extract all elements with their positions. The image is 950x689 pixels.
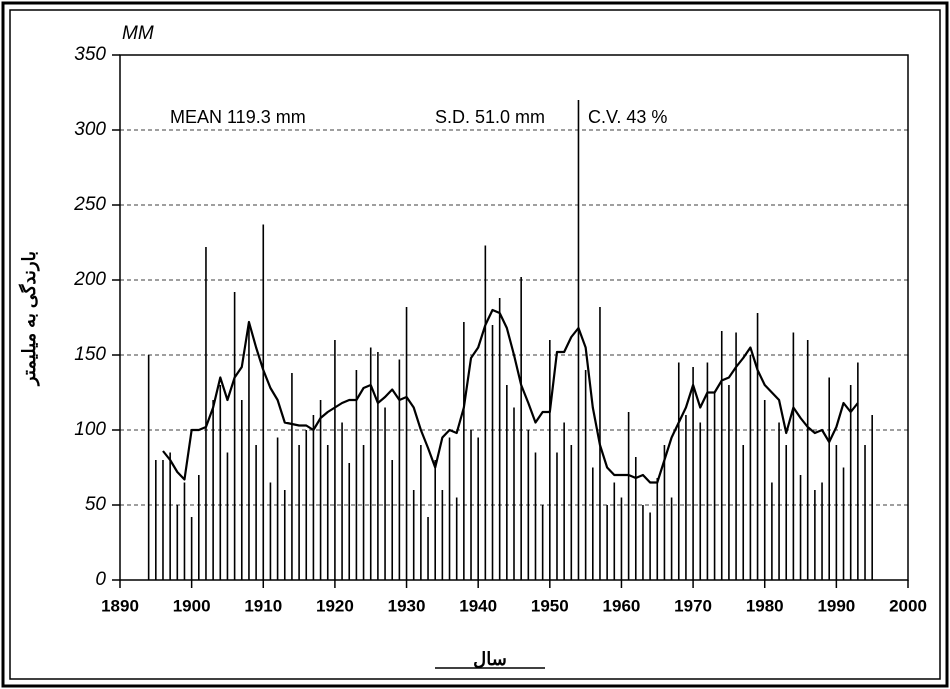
x-tick-label: 1970: [674, 596, 712, 615]
y-tick-label: 150: [74, 344, 106, 365]
x-tick-label: 1910: [244, 596, 282, 615]
y-axis-label: بارندگی به میلیمتر: [18, 251, 40, 387]
x-tick-label: 1890: [101, 596, 139, 615]
y-tick-label: 200: [73, 269, 106, 290]
annotation: MEAN 119.3 mm: [170, 107, 306, 127]
x-tick-label: 1900: [173, 596, 211, 615]
moving-average-line: [162, 308, 859, 484]
annotation: S.D. 51.0 mm: [435, 107, 545, 127]
x-tick-label: 2000: [889, 596, 927, 615]
y-tick-label: 0: [95, 569, 106, 590]
y-tick-label: 350: [74, 44, 106, 65]
x-axis-label: سال: [473, 649, 507, 669]
x-tick-label: 1920: [316, 596, 354, 615]
x-tick-label: 1930: [388, 596, 426, 615]
frame-inner: [9, 9, 941, 680]
x-tick-label: 1960: [603, 596, 641, 615]
y-tick-label: 50: [85, 494, 107, 515]
y-tick-label: 250: [73, 194, 106, 215]
x-tick-label: 1980: [746, 596, 784, 615]
x-tick-label: 1940: [459, 596, 497, 615]
annotation: C.V. 43 %: [588, 107, 667, 127]
y-unit: MM: [122, 23, 154, 44]
x-tick-label: 1990: [817, 596, 855, 615]
y-tick-label: 100: [74, 419, 106, 440]
y-tick-label: 300: [74, 119, 106, 140]
x-tick-label: 1950: [531, 596, 569, 615]
